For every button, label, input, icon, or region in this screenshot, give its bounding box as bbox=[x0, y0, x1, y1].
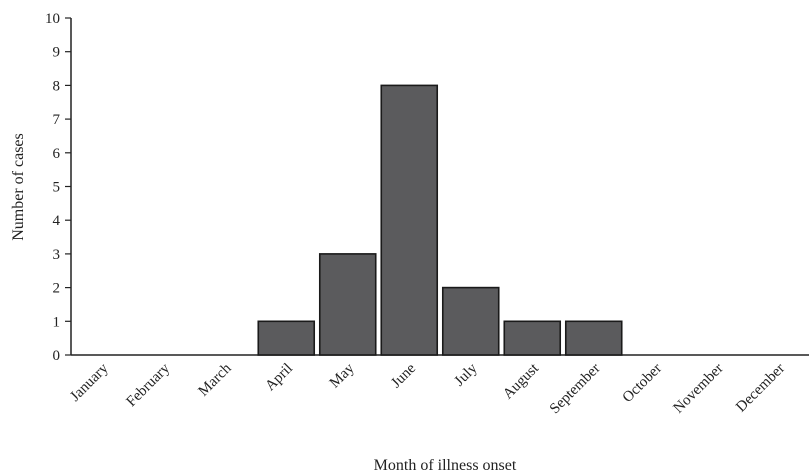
bar-august bbox=[503, 320, 562, 356]
x-tick-label: December bbox=[733, 361, 788, 416]
y-axis: 0 1 2 3 4 5 6 7 8 9 10 bbox=[45, 11, 72, 364]
x-tick-label: February bbox=[123, 360, 173, 410]
x-tick-label: June bbox=[388, 360, 419, 391]
x-axis-title: Month of illness onset bbox=[374, 457, 517, 474]
x-tick-label: November bbox=[670, 361, 726, 417]
y-tick-label: 8 bbox=[53, 78, 61, 94]
y-tick-label: 2 bbox=[53, 281, 61, 297]
bar-july bbox=[441, 286, 500, 356]
x-tick-label: August bbox=[500, 360, 543, 403]
y-tick-label: 5 bbox=[53, 180, 61, 196]
y-tick-label: 10 bbox=[45, 11, 60, 27]
y-tick-label: 4 bbox=[53, 213, 61, 229]
x-tick-label: April bbox=[262, 361, 296, 395]
x-tick-label: July bbox=[452, 360, 481, 389]
x-tick-label: September bbox=[547, 361, 604, 418]
bar-june bbox=[380, 84, 439, 356]
x-tick-label: October bbox=[620, 361, 665, 406]
x-tick-label: January bbox=[67, 360, 112, 405]
y-axis-title: Number of cases bbox=[10, 133, 27, 241]
bar-september bbox=[564, 320, 623, 356]
bar-may bbox=[318, 253, 377, 356]
x-axis: January February March April May June July Augu… bbox=[67, 354, 809, 418]
bars-group bbox=[257, 84, 623, 356]
y-tick-label: 7 bbox=[53, 112, 61, 128]
x-tick-label: May bbox=[327, 360, 358, 391]
y-tick-label: 6 bbox=[53, 146, 61, 162]
y-tick-label: 3 bbox=[53, 247, 61, 263]
x-tick-label: March bbox=[196, 360, 235, 399]
bar-april bbox=[257, 320, 316, 356]
y-tick-label: 9 bbox=[53, 45, 61, 61]
y-tick-label: 1 bbox=[53, 314, 61, 330]
y-tick-label: 0 bbox=[53, 348, 61, 364]
